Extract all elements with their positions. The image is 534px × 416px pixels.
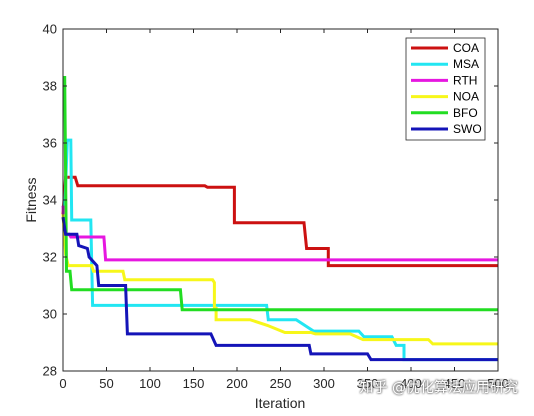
y-tick-label: 34 (43, 193, 57, 208)
series-line-swo (61, 216, 498, 362)
series-line-bfo (63, 76, 498, 312)
series-layer (61, 76, 498, 362)
legend: COA MSA RTH NOA BFO SWO (405, 37, 486, 141)
tick-layer: 0 50 100 150 200 250 300 350 400 450 500 28 30 32 34 36… (43, 22, 509, 392)
x-tick-label: 250 (270, 376, 292, 391)
watermark-text: 知乎 @优化算法应用研究 (359, 380, 518, 396)
y-tick-label: 32 (43, 250, 57, 265)
legend-label-rth: RTH (453, 73, 477, 87)
legend-label-msa: MSA (453, 57, 479, 71)
x-axis-label: Iteration (255, 395, 306, 411)
y-tick-label: 36 (43, 136, 57, 151)
x-tick-label: 100 (139, 376, 161, 391)
x-tick-label: 450 (444, 376, 466, 391)
x-tick-label: 350 (357, 376, 379, 391)
x-tick-label: 500 (487, 376, 509, 391)
legend-label-bfo: BFO (453, 106, 478, 120)
legend-label-coa: COA (453, 41, 479, 55)
x-tick-label: 150 (183, 376, 205, 391)
legend-box (405, 37, 486, 141)
x-tick-label: 200 (226, 376, 248, 391)
x-tick-label: 50 (99, 376, 113, 391)
legend-label-noa: NOA (453, 90, 479, 104)
x-tick-label: 400 (400, 376, 422, 391)
legend-label-swo: SWO (453, 122, 482, 136)
series-line-noa (61, 214, 498, 346)
y-tick-label: 40 (43, 22, 57, 37)
series-line-coa (61, 175, 498, 268)
x-tick-label: 0 (59, 376, 66, 391)
y-axis-label: Fitness (23, 177, 39, 222)
series-line-msa (61, 138, 498, 362)
y-tick-label: 28 (43, 364, 57, 379)
y-tick-label: 30 (43, 307, 57, 322)
y-tick-label: 38 (43, 79, 57, 94)
x-tick-label: 300 (313, 376, 335, 391)
